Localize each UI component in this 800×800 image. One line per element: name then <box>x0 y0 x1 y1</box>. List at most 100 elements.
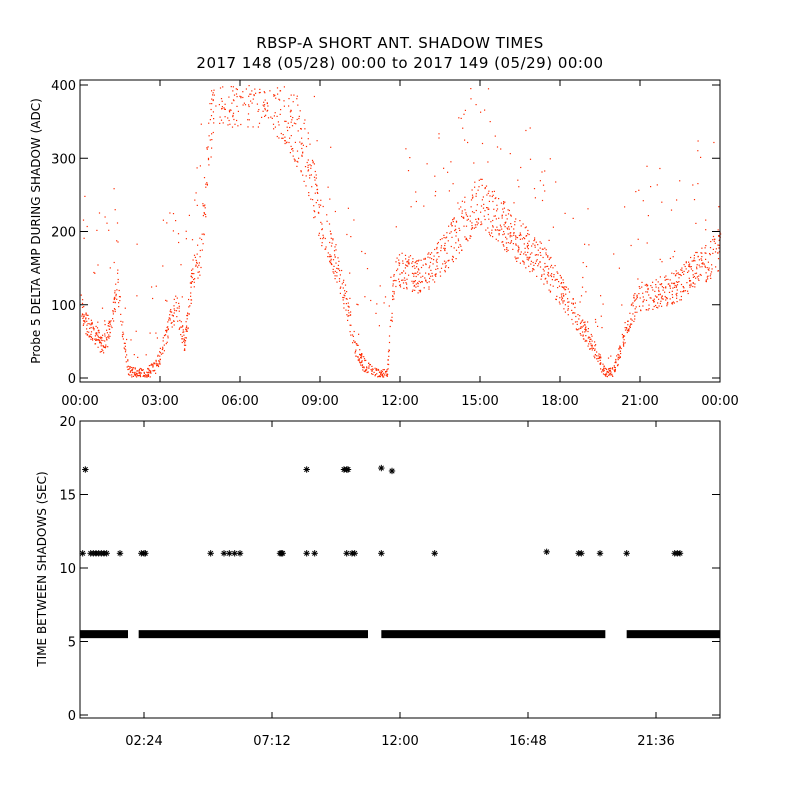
top-data-point <box>675 293 677 295</box>
top-data-point <box>435 190 437 193</box>
top-data-point <box>342 299 344 301</box>
top-data-point <box>523 263 525 265</box>
top-data-point <box>197 244 199 246</box>
top-data-point <box>184 340 186 342</box>
top-data-point <box>458 117 460 119</box>
top-data-point <box>658 298 660 300</box>
top-data-point <box>322 234 324 236</box>
top-data-point <box>211 103 213 105</box>
top-data-point <box>542 248 544 250</box>
top-data-point <box>715 248 717 250</box>
top-data-point <box>124 351 127 353</box>
top-data-point <box>310 167 312 169</box>
top-data-point <box>622 344 625 346</box>
top-data-point <box>180 264 182 266</box>
top-data-point <box>187 313 189 315</box>
top-data-point <box>405 282 407 284</box>
top-data-point <box>152 297 154 300</box>
top-data-point <box>610 367 612 369</box>
top-data-point <box>541 274 543 276</box>
top-data-point <box>123 347 125 349</box>
top-data-point <box>114 296 116 298</box>
top-data-point <box>514 256 516 258</box>
top-data-point <box>329 198 331 200</box>
top-data-point <box>718 235 720 237</box>
top-data-point <box>656 306 658 308</box>
top-data-point <box>124 345 126 347</box>
top-data-point <box>491 195 493 198</box>
top-data-point <box>417 282 419 284</box>
top-data-point <box>144 374 146 377</box>
top-data-point <box>236 96 238 98</box>
top-data-point <box>203 177 206 179</box>
bottom-data-point <box>207 550 214 557</box>
top-data-point <box>501 215 503 217</box>
bottom-plot-frame <box>79 420 721 719</box>
top-data-point <box>137 356 139 358</box>
top-data-point <box>159 355 161 357</box>
top-data-point <box>598 353 600 355</box>
top-data-point <box>435 275 437 277</box>
top-data-point <box>443 247 445 249</box>
top-data-point <box>417 292 419 294</box>
top-data-point <box>162 346 164 348</box>
top-data-point <box>699 266 701 268</box>
top-data-point <box>296 95 298 97</box>
top-data-point <box>671 272 673 274</box>
top-data-point <box>412 258 414 260</box>
top-data-point <box>437 268 439 270</box>
bottom-x-tick-label: 16:48 <box>509 734 546 749</box>
top-data-point <box>519 233 521 236</box>
top-data-point <box>423 205 425 207</box>
top-data-point <box>617 357 619 359</box>
top-data-point <box>603 368 605 370</box>
top-data-point <box>717 244 719 246</box>
top-data-point <box>564 311 566 313</box>
top-data-point <box>415 272 417 274</box>
top-data-point <box>115 295 117 297</box>
top-data-point <box>202 205 204 207</box>
top-data-point <box>220 119 223 121</box>
top-data-point <box>444 247 446 250</box>
top-data-point <box>535 241 537 243</box>
top-data-point <box>329 241 331 244</box>
top-data-point <box>334 256 336 258</box>
top-data-point <box>506 247 508 249</box>
top-data-point <box>600 368 602 370</box>
top-data-point <box>466 215 469 217</box>
top-data-point <box>559 297 561 299</box>
top-data-point <box>115 283 117 285</box>
top-data-point <box>293 122 295 124</box>
top-data-point <box>399 262 401 264</box>
top-data-point <box>714 251 717 253</box>
top-data-point <box>438 133 440 135</box>
top-data-point <box>595 355 597 357</box>
top-data-point <box>278 98 280 100</box>
top-data-point <box>329 254 331 256</box>
top-data-point <box>539 252 541 254</box>
top-data-point <box>622 336 624 338</box>
top-data-point <box>545 252 547 254</box>
bottom-data-point <box>231 550 238 557</box>
top-data-point <box>119 300 121 302</box>
top-data-point <box>647 215 649 217</box>
top-data-point <box>219 87 222 89</box>
top-data-point <box>515 238 517 240</box>
top-data-point <box>165 330 167 332</box>
top-data-point <box>550 256 552 259</box>
top-data-point <box>99 341 101 343</box>
top-data-point <box>434 281 436 283</box>
top-data-point <box>322 205 324 208</box>
top-data-point <box>236 88 238 91</box>
top-data-point <box>100 350 102 353</box>
top-data-point <box>627 324 629 326</box>
top-data-point <box>636 294 638 296</box>
top-data-point <box>624 322 626 324</box>
top-data-point <box>620 347 622 350</box>
top-data-point <box>648 308 650 310</box>
top-data-point <box>252 126 254 128</box>
top-data-point <box>363 358 366 360</box>
top-data-point <box>701 259 703 261</box>
top-data-point <box>631 323 633 325</box>
top-data-point <box>582 331 584 333</box>
